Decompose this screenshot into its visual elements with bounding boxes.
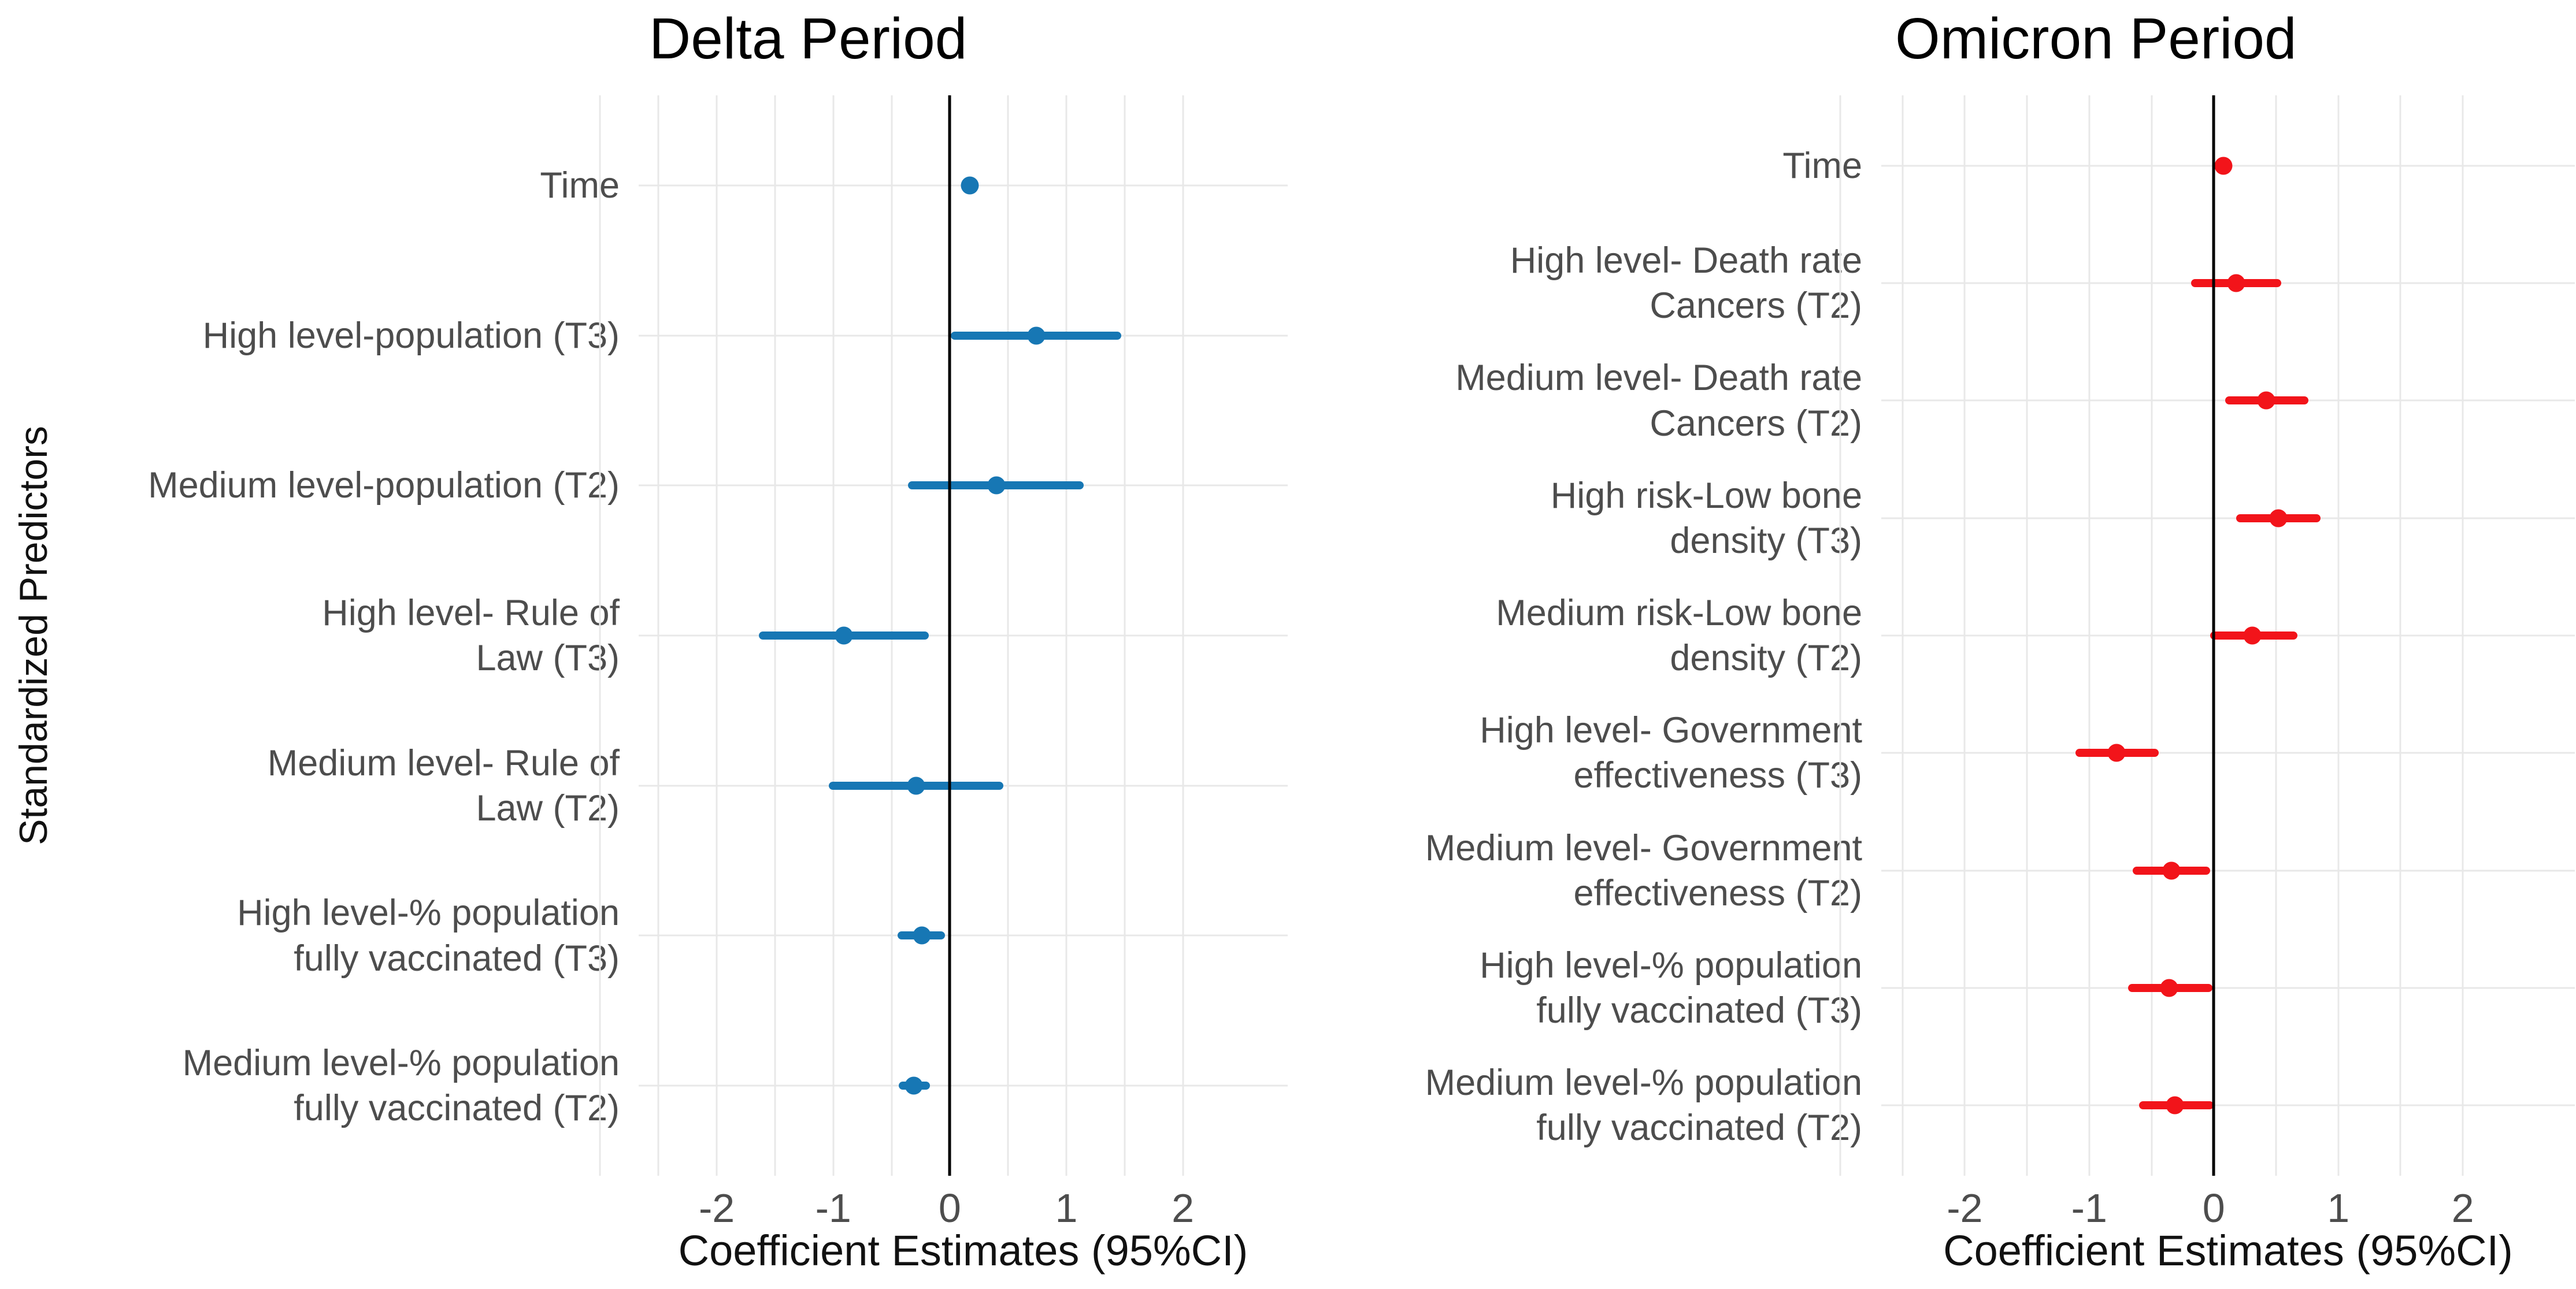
row-labels-omicron: Time High level- Death rate Cancers (T2) M… [1289,95,1862,1176]
row-label: Medium level-population (T2) [148,465,620,506]
plot-area-omicron [1839,95,2575,1176]
estimate-point [835,626,853,645]
row-label: High level- Government effectiveness (T3… [1480,710,1862,796]
row-label: Medium risk-Low bone density (T2) [1496,592,1862,678]
row-label: Medium level- Government effectiveness (… [1425,827,1862,913]
estimate-point [2166,1096,2184,1115]
row-label: Medium level- Rule of Law (T2) [267,742,620,829]
row-label: High level- Death rate Cancers (T2) [1510,240,1862,326]
x-tick-label: -1 [2071,1186,2107,1231]
panel-title-omicron: Omicron Period [1895,6,2297,71]
estimate-point [913,926,931,945]
estimate-point [2243,626,2262,645]
panel-delta-period: Delta Period Standardized Predictors Tim… [0,6,1288,1275]
estimate-point [2269,509,2288,528]
estimate-point [2227,274,2245,292]
x-tick-label: -2 [698,1186,735,1231]
row-label: High risk-Low bone density (T3) [1550,475,1862,561]
row-labels-delta: Time High level-population (T3) Medium lev… [0,95,620,1176]
horizontal-gridline [639,634,1288,637]
horizontal-gridline [1881,752,2575,754]
x-axis-ticks-delta: -2 -1 0 1 2 [639,1176,1288,1239]
row-label: High level-population (T3) [202,315,620,356]
x-tick-label: 2 [1172,1186,1194,1231]
panel-omicron-period: Omicron Period Time High level- Death rat… [1289,0,2576,1289]
horizontal-gridline [1881,517,2575,519]
estimate-point [1027,326,1045,345]
horizontal-gridline [639,934,1288,937]
horizontal-gridline [639,1084,1288,1087]
horizontal-gridline [1881,987,2575,989]
panel-title-delta: Delta Period [649,6,968,71]
estimate-point [2160,979,2178,997]
estimate-point [2107,744,2126,762]
x-axis-title-omicron: Coefficient Estimates (95%CI) [1943,1227,2513,1275]
row-label: Time [540,165,620,206]
x-tick-label: 0 [938,1186,961,1231]
horizontal-gridline [1881,1104,2575,1106]
row-label: Medium level- Death rate Cancers (T2) [1455,358,1862,444]
estimate-point [987,476,1006,495]
x-axis-title-delta: Coefficient Estimates (95%CI) [678,1227,1248,1275]
horizontal-gridline [1881,870,2575,872]
row-label: High level-% population fully vaccinated… [237,893,620,979]
x-tick-label: -1 [815,1186,851,1231]
zero-reference-line [948,95,951,1176]
row-label: Medium level-% population fully vaccinat… [182,1043,620,1129]
row-label: High level- Rule of Law (T3) [322,592,620,678]
plot-area-delta [599,95,1288,1176]
x-tick-label: 2 [2451,1186,2474,1231]
estimate-point [2162,861,2181,880]
estimate-point [905,1076,923,1095]
x-tick-label: 0 [2202,1186,2225,1231]
estimate-point [907,777,925,795]
estimate-point [2257,391,2275,410]
x-axis-ticks-omicron: -2 -1 0 1 2 [1881,1176,2575,1239]
vertical-gridline [1839,95,1841,1176]
row-label: Medium level-% population fully vaccinat… [1425,1062,1862,1149]
row-label: High level-% population fully vaccinated… [1480,945,1862,1031]
estimate-point [2214,157,2233,175]
row-label: Time [1782,145,1862,186]
x-tick-label: -2 [1947,1186,1983,1231]
x-tick-label: 1 [2327,1186,2350,1231]
zero-reference-line [2212,95,2215,1176]
vertical-gridline [599,95,601,1176]
x-tick-label: 1 [1055,1186,1078,1231]
estimate-point [961,176,979,195]
